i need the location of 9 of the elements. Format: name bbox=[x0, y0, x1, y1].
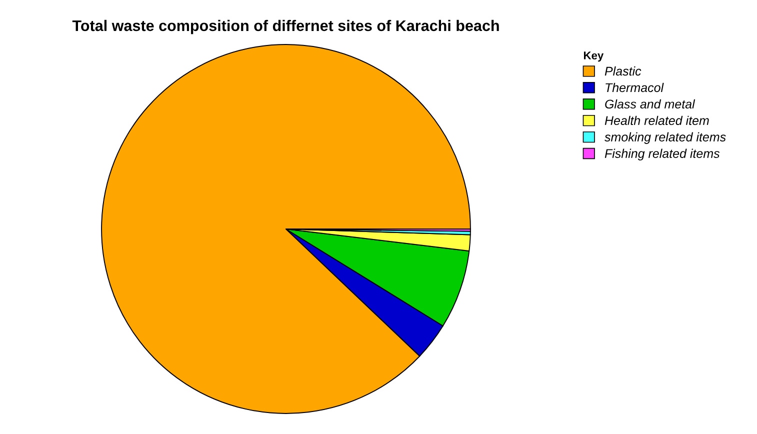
legend-label: Thermacol bbox=[606, 82, 664, 92]
pie-slice bbox=[101, 44, 471, 414]
legend-label: Health related item bbox=[604, 116, 709, 126]
chart-title: Total waste composition of differnet sites of Karachi beach bbox=[72, 20, 499, 34]
legend-title: Key bbox=[584, 52, 604, 62]
legend-label: Fishing related items bbox=[604, 148, 720, 160]
legend-label: Glass and metal bbox=[605, 99, 696, 109]
legend-label: Plastic bbox=[604, 66, 642, 76]
legend-label: smoking related items bbox=[604, 132, 726, 144]
